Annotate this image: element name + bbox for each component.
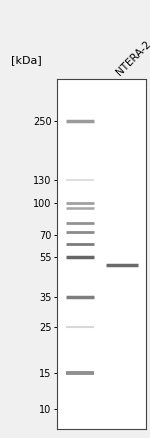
Text: [kDa]: [kDa] [11,55,42,65]
Text: NTERA-2: NTERA-2 [115,39,150,77]
